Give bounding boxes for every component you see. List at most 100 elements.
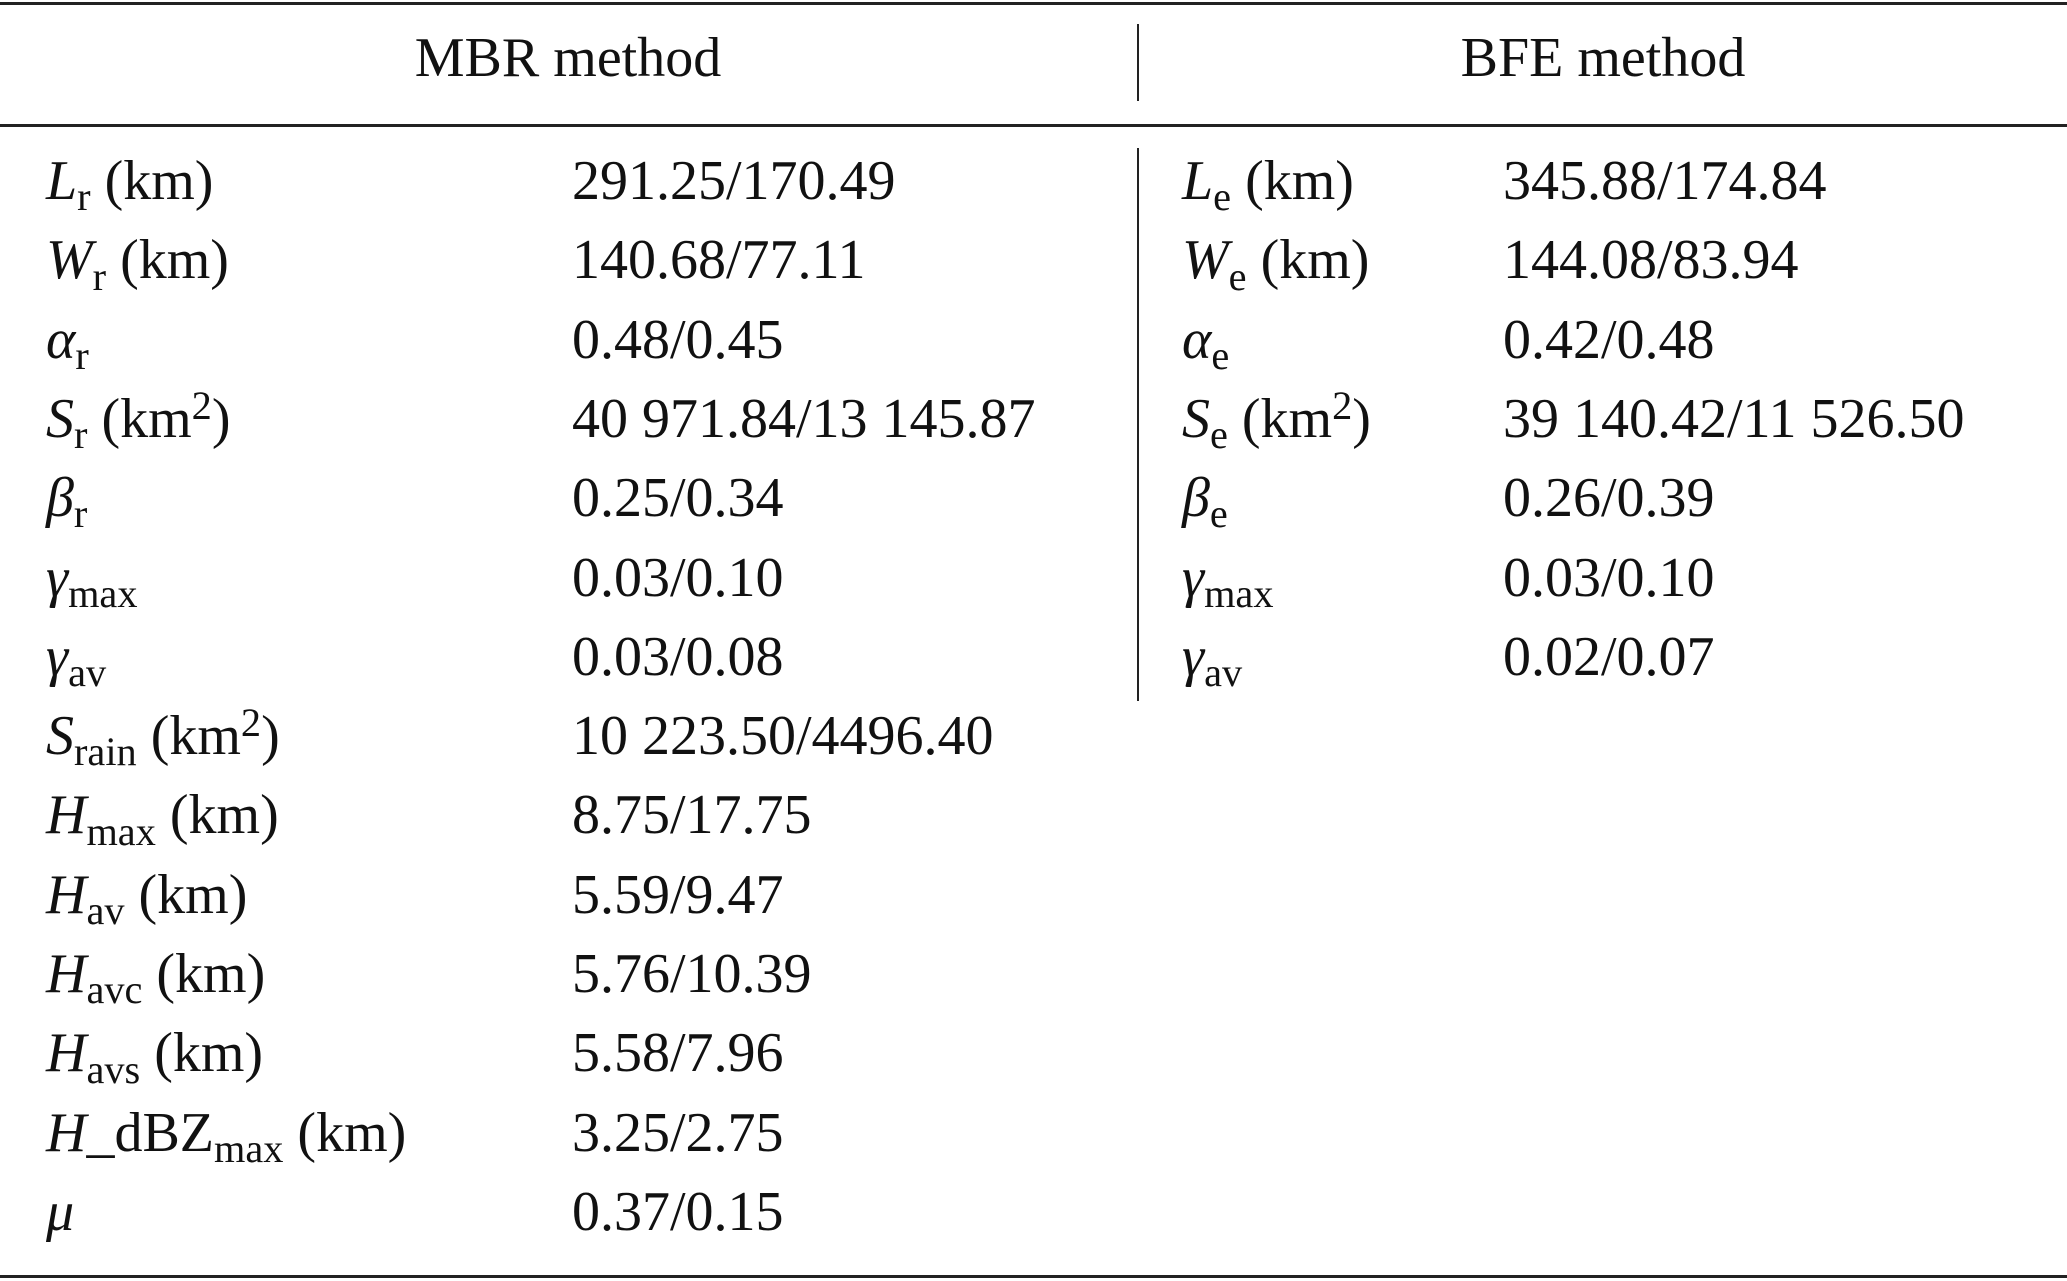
label-part: β — [46, 467, 74, 530]
label-part: (km) — [142, 943, 266, 1005]
label-part: H — [46, 1101, 87, 1164]
row-value: 0.03/0.10 — [1503, 546, 1715, 609]
label-part: 2 — [1332, 382, 1353, 428]
label-part: H — [46, 1022, 87, 1085]
row-label: Hav (km) — [46, 855, 247, 935]
row-value: 5.58/7.96 — [572, 1022, 784, 1085]
header-divider — [1137, 24, 1139, 101]
row-label: Lr (km) — [46, 141, 213, 221]
row-label: γav — [46, 617, 106, 697]
label-part: S — [46, 387, 74, 450]
top-rule — [0, 2, 2067, 5]
row-value: 0.26/0.39 — [1503, 467, 1715, 530]
row-value: 8.75/17.75 — [572, 784, 812, 847]
label-part: e — [1210, 412, 1228, 458]
label-part: γ — [1182, 625, 1205, 688]
label-part: r — [75, 332, 89, 378]
label-part: rain — [74, 729, 137, 775]
row-value: 0.03/0.08 — [572, 625, 784, 688]
label-part: W — [1182, 229, 1229, 292]
row-label: Havc (km) — [46, 934, 265, 1014]
label-part: γ — [46, 546, 69, 609]
row-label: Havs (km) — [46, 1013, 263, 1093]
row-value: 5.59/9.47 — [572, 863, 784, 926]
row-value: 0.02/0.07 — [1503, 625, 1715, 688]
column-header: MBR method — [414, 27, 722, 89]
row-label: Le (km) — [1182, 141, 1354, 221]
row-label: γmax — [46, 538, 137, 618]
label-part: e — [1211, 332, 1230, 378]
label-part: (km) — [1231, 150, 1354, 212]
row-value: 144.08/83.94 — [1503, 229, 1799, 292]
label-part: 2 — [240, 699, 262, 745]
label-part: max — [214, 1125, 284, 1171]
row-label: Wr (km) — [46, 220, 229, 300]
row-label: γmax — [1182, 538, 1273, 618]
label-part: (km) — [106, 229, 229, 292]
row-value: 10 223.50/4496.40 — [572, 705, 994, 768]
row-label: βr — [46, 458, 87, 538]
label-part: e — [1209, 491, 1228, 537]
label-part: α — [46, 308, 76, 371]
row-label: μ — [46, 1172, 74, 1252]
label-part: max — [1204, 570, 1274, 616]
label-part: r — [77, 174, 91, 220]
label-part: avc — [86, 967, 143, 1013]
bottom-rule — [0, 1275, 2067, 1278]
row-label: H_dBZmax (km) — [46, 1093, 406, 1173]
label-part: H — [46, 863, 87, 926]
label-part: av — [68, 650, 107, 696]
label-part: av — [1204, 650, 1243, 696]
row-label: We (km) — [1182, 220, 1369, 300]
label-part: β — [1182, 467, 1210, 530]
row-value: 0.42/0.48 — [1503, 308, 1715, 371]
label-part: r — [92, 253, 107, 299]
row-label: βe — [1182, 458, 1228, 538]
label-part: L — [1182, 150, 1214, 212]
label-part: μ — [46, 1180, 75, 1243]
row-label: γav — [1182, 617, 1242, 697]
label-part: e — [1213, 174, 1232, 220]
label-part: ) — [211, 387, 231, 450]
row-label: αe — [1182, 300, 1229, 380]
row-value: 40 971.84/13 145.87 — [572, 387, 1036, 450]
label-part: (km — [1227, 387, 1333, 450]
label-part: W — [46, 229, 93, 292]
row-value: 0.37/0.15 — [572, 1180, 784, 1243]
body-divider — [1137, 148, 1139, 701]
row-label: Srain (km2) — [46, 696, 280, 776]
label-part: (km) — [283, 1101, 407, 1164]
label-part: r — [74, 412, 88, 458]
label-part: r — [73, 491, 88, 537]
label-part: (km) — [1246, 229, 1370, 292]
label-part: av — [86, 887, 125, 933]
row-value: 3.25/2.75 — [572, 1101, 784, 1164]
column-header: BFE method — [1460, 27, 1746, 89]
row-value: 0.48/0.45 — [572, 308, 784, 371]
row-value: 0.25/0.34 — [572, 467, 784, 530]
label-part: avs — [86, 1046, 141, 1092]
label-part: ) — [1352, 387, 1371, 450]
row-value: 291.25/170.49 — [572, 150, 896, 212]
label-part: γ — [46, 625, 69, 688]
row-label: Se (km2) — [1182, 379, 1371, 459]
label-part: H — [46, 943, 87, 1005]
row-label: αr — [46, 300, 89, 380]
row-value: 345.88/174.84 — [1503, 150, 1827, 212]
label-part: 2 — [191, 382, 212, 428]
label-part: (km — [87, 387, 192, 450]
row-label: Hmax (km) — [46, 775, 279, 855]
row-value: 140.68/77.11 — [572, 229, 866, 292]
label-part: ) — [261, 705, 280, 768]
label-part: γ — [1182, 546, 1205, 609]
label-part: H — [46, 784, 87, 847]
label-part: S — [46, 705, 74, 768]
label-part: α — [1182, 308, 1212, 371]
label-part: (km) — [140, 1022, 264, 1085]
label-part: max — [68, 570, 138, 616]
label-part: (km — [136, 705, 241, 768]
label-part: (km) — [124, 863, 248, 926]
label-part: (km) — [155, 784, 279, 847]
label-part: max — [86, 808, 156, 854]
